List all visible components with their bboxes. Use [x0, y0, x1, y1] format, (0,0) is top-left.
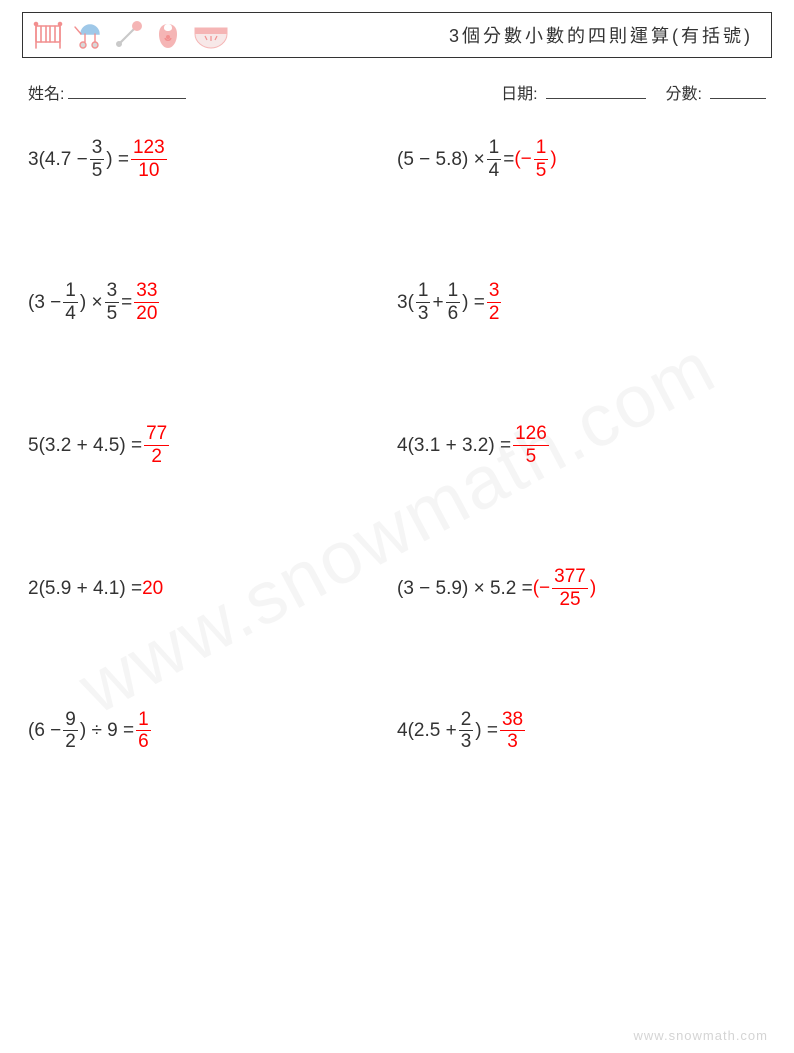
header-icons — [31, 13, 231, 57]
fraction: 16 — [446, 281, 461, 324]
answer: 772 — [142, 424, 171, 467]
worksheet-title: 3個分數小數的四則運算(有括號) — [449, 22, 753, 48]
math-text: 4(3.1 + 3.2) = — [397, 436, 511, 455]
problem-2: (5 − 5.8) × 14 = (−15) — [397, 138, 766, 181]
fraction: 772 — [144, 424, 169, 467]
answer: 32 — [485, 281, 504, 324]
problem-9: (6 − 92) ÷ 9 = 16 — [28, 710, 397, 753]
fraction: 16 — [136, 710, 151, 753]
math-text: 3( — [397, 293, 414, 312]
answer: 3320 — [132, 281, 161, 324]
math-text: ) = — [106, 150, 129, 169]
fraction: 1265 — [513, 424, 549, 467]
math-text: (3 − 5.9) × 5.2 = — [397, 579, 533, 598]
math-text: ) — [550, 148, 556, 169]
answer: 16 — [134, 710, 153, 753]
math-text: = — [121, 293, 132, 312]
math-text: 20 — [142, 578, 163, 599]
name-blank[interactable] — [68, 81, 186, 99]
date-label: 日期: — [501, 80, 537, 104]
fraction: 35 — [90, 138, 105, 181]
footer-text: www.snowmath.com — [634, 1028, 768, 1043]
math-text: 5(3.2 + 4.5) = — [28, 436, 142, 455]
math-text: ) = — [475, 721, 498, 740]
answer: 20 — [142, 579, 163, 598]
bib-icon — [151, 18, 185, 52]
math-text: (5 − 5.8) × — [397, 150, 485, 169]
problems-grid: 3(4.7 − 35) = 12310(5 − 5.8) × 14 = (−15… — [22, 138, 772, 752]
math-text: = — [503, 150, 514, 169]
math-text: 3(4.7 − — [28, 150, 88, 169]
fraction: 23 — [459, 710, 474, 753]
problem-5: 5(3.2 + 4.5) = 772 — [28, 424, 397, 467]
fraction: 92 — [63, 710, 78, 753]
answer: 12310 — [129, 138, 169, 181]
safety-pin-icon — [111, 18, 145, 52]
fraction: 37725 — [552, 567, 588, 610]
math-text: (3 − — [28, 293, 61, 312]
score-label: 分數: — [666, 80, 702, 104]
problem-8: (3 − 5.9) × 5.2 = (−37725) — [397, 567, 766, 610]
fraction: 13 — [416, 281, 431, 324]
answer: 1265 — [511, 424, 551, 467]
diaper-icon — [191, 18, 231, 52]
fraction: 14 — [487, 138, 502, 181]
problem-7: 2(5.9 + 4.1) = 20 — [28, 567, 397, 610]
math-text: + — [432, 293, 443, 312]
fraction: 15 — [534, 138, 549, 181]
page: 3個分數小數的四則運算(有括號) 姓名: 日期: 分數: 3(4.7 − 35)… — [0, 0, 794, 752]
answer: 383 — [498, 710, 527, 753]
fraction: 3320 — [134, 281, 159, 324]
crib-icon — [31, 18, 65, 52]
problem-3: (3 − 14) × 35 = 3320 — [28, 281, 397, 324]
answer: (−15) — [514, 138, 556, 181]
math-text: 4(2.5 + — [397, 721, 457, 740]
fraction: 14 — [63, 281, 78, 324]
math-text: 2(5.9 + 4.1) = — [28, 579, 142, 598]
math-text: (6 − — [28, 721, 61, 740]
fraction: 32 — [487, 281, 502, 324]
math-text: ) ÷ 9 = — [80, 721, 134, 740]
fraction: 35 — [105, 281, 120, 324]
header-box: 3個分數小數的四則運算(有括號) — [22, 12, 772, 58]
math-text: ) — [590, 577, 596, 598]
fraction: 383 — [500, 710, 525, 753]
math-text: ) × — [80, 293, 103, 312]
answer: (−37725) — [533, 567, 596, 610]
fraction: 12310 — [131, 138, 167, 181]
date-blank[interactable] — [546, 81, 646, 99]
math-text: (− — [533, 577, 550, 598]
problem-6: 4(3.1 + 3.2) = 1265 — [397, 424, 766, 467]
problem-4: 3(13 + 16) = 32 — [397, 281, 766, 324]
problem-10: 4(2.5 + 23) = 383 — [397, 710, 766, 753]
problem-1: 3(4.7 − 35) = 12310 — [28, 138, 397, 181]
score-blank[interactable] — [710, 81, 766, 99]
math-text: ) = — [462, 293, 485, 312]
stroller-icon — [71, 18, 105, 52]
math-text: (− — [514, 148, 531, 169]
info-row: 姓名: 日期: 分數: — [28, 80, 766, 104]
name-label: 姓名: — [28, 80, 64, 104]
